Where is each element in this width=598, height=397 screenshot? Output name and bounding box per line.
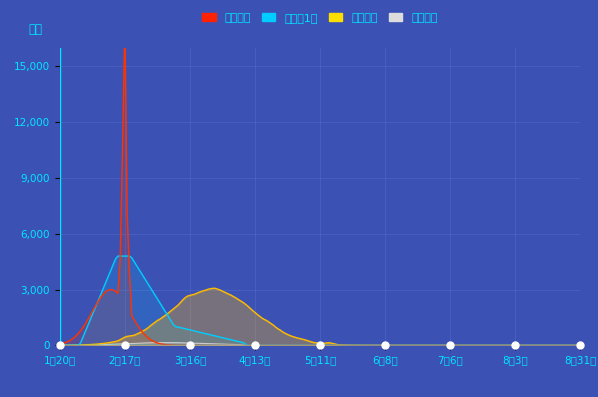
Legend: 新增確診, 新增留1似, 新增治愈, 新增死亡: 新增確診, 新增留1似, 新增治愈, 新增死亡 [198,8,442,27]
Text: 人数: 人数 [29,23,42,36]
